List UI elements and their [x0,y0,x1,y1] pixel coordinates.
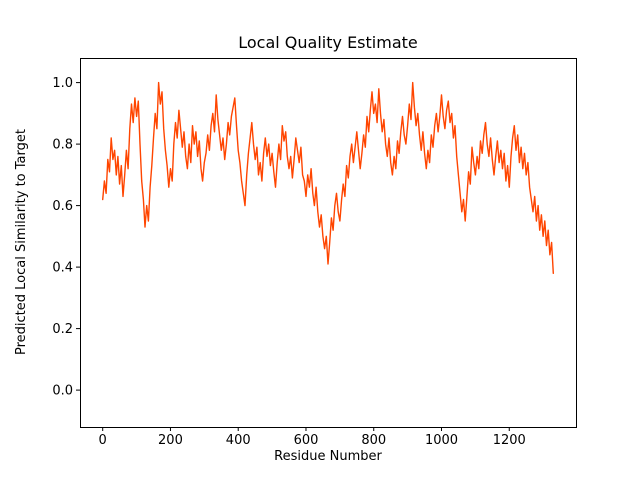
y-axis-label: Predicted Local Similarity to Target [14,129,29,356]
y-tick-label: 0.4 [52,261,73,276]
y-tick-label: 0.6 [52,199,73,214]
y-tick-label: 0.8 [52,138,73,153]
y-tick-label: 1.0 [52,76,73,91]
y-tick-label: 0.0 [52,384,73,399]
x-axis-label: Residue Number [274,449,382,464]
chart-title: Local Quality Estimate [238,33,418,52]
x-tick-label: 200 [158,433,183,448]
x-tick-label: 1000 [425,433,458,448]
y-tick-label: 0.2 [52,322,73,337]
x-tick-label: 400 [226,433,251,448]
x-tick-label: 600 [294,433,319,448]
axes-frame [80,58,577,428]
quality-line [101,81,554,274]
x-tick-label: 1200 [493,433,526,448]
x-tick-label: 800 [361,433,386,448]
x-tick-label: 0 [99,433,107,448]
